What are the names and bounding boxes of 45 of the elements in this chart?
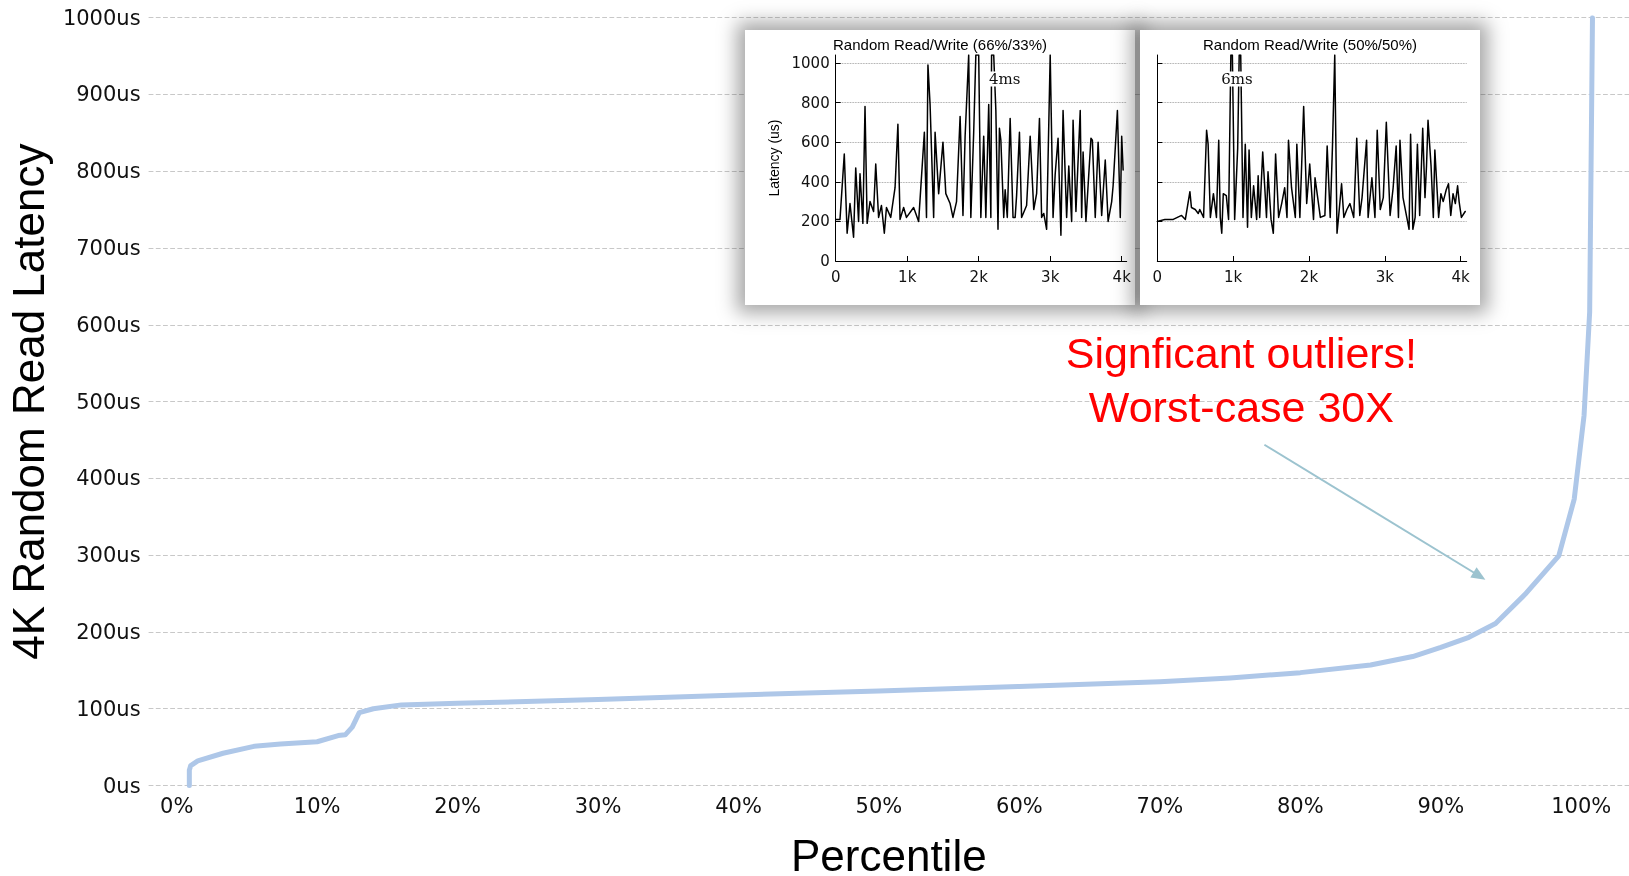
y-tick-label: 400 <box>801 172 830 191</box>
x-tick-label: 20% <box>434 794 481 818</box>
y-tick-label: 800 <box>801 93 830 112</box>
y-tick-label: 900us <box>76 82 141 107</box>
y-tick-label: 800us <box>76 159 141 184</box>
chart-title: Random Read/Write (66%/33%) <box>833 36 1047 53</box>
x-tick-label: 0% <box>160 794 194 818</box>
x-axis-title: Percentile <box>790 831 987 876</box>
y-tick-label: 1000 <box>791 53 830 72</box>
y-tick-label: 600 <box>801 133 830 152</box>
y-tick-label: 200 <box>801 212 830 231</box>
x-tick-label: 3k <box>1375 267 1395 286</box>
annotation: 6ms <box>1221 69 1253 88</box>
x-tick-label: 4k <box>1112 267 1132 286</box>
x-tick-label: 10% <box>293 794 341 818</box>
y-tick-label: 500us <box>76 389 141 414</box>
x-tick-label: 80% <box>1276 794 1324 818</box>
annotation: Signficant outliers! Worst-case 30X <box>1065 327 1418 433</box>
x-tick-label: 1k <box>898 267 917 286</box>
x-tick-label: 2k <box>1299 267 1319 286</box>
x-tick-label: 70% <box>1136 794 1184 818</box>
y-tick-label: 200us <box>76 619 141 644</box>
x-tick-label: 60% <box>996 794 1043 818</box>
x-tick-label: 100% <box>1551 794 1612 818</box>
x-tick-label: 4k <box>1451 267 1471 286</box>
y-tick-label: 1000us <box>62 5 141 30</box>
x-tick-label: 30% <box>574 794 622 818</box>
y-tick-label: 100us <box>76 696 141 721</box>
x-tick-label: 40% <box>715 794 762 818</box>
x-tick-label: 1k <box>1224 267 1243 286</box>
y-tick-label: 0us <box>102 773 141 798</box>
y-tick-label: 600us <box>76 312 141 337</box>
y-tick-label: 300us <box>76 543 141 568</box>
y-axis-title: Latency (us) <box>765 119 782 197</box>
chart-title: Random Read/Write (50%/50%) <box>1203 36 1417 53</box>
x-tick-label: 50% <box>855 794 903 818</box>
x-tick-label: 2k <box>969 267 989 286</box>
x-tick-label: 3k <box>1041 267 1060 286</box>
y-axis-title: 4K Random Read Latency <box>4 143 54 660</box>
y-tick-label: 400us <box>76 466 141 491</box>
annotation: 4ms <box>989 69 1021 88</box>
y-tick-label: 0 <box>820 252 830 270</box>
x-tick-label: 90% <box>1417 794 1465 818</box>
y-tick-label: 700us <box>76 236 141 261</box>
x-tick-label: 0 <box>1152 267 1163 286</box>
